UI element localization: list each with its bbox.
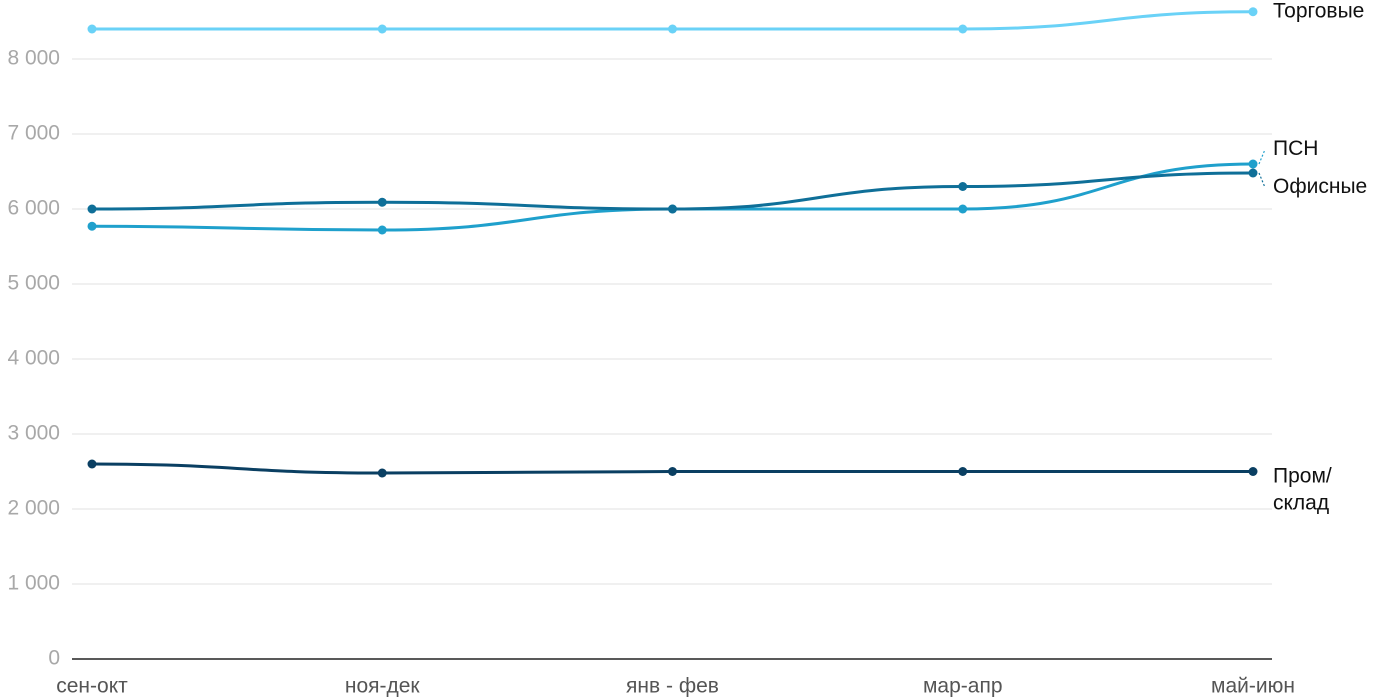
- y-tick-label: 1 000: [7, 572, 60, 595]
- y-tick-label: 7 000: [7, 122, 60, 145]
- data-point: [958, 467, 968, 476]
- data-point: [1248, 7, 1258, 17]
- data-point: [1248, 467, 1258, 476]
- data-point: [87, 221, 97, 231]
- x-tick-label: май-июн: [1211, 675, 1295, 698]
- legend-label: Пром/склад: [1273, 464, 1332, 514]
- data-point: [87, 24, 97, 34]
- x-tick-label: сен-окт: [56, 675, 128, 698]
- y-tick-label: 5 000: [7, 272, 60, 295]
- data-point: [668, 467, 677, 476]
- leader-line: [1258, 172, 1266, 188]
- y-tick-label: 6 000: [7, 197, 60, 220]
- data-point: [87, 204, 97, 214]
- y-tick-label: 2 000: [7, 497, 60, 520]
- data-point: [377, 225, 387, 235]
- series-line: [91, 162, 1254, 232]
- data-point: [377, 197, 387, 207]
- data-point: [377, 468, 387, 478]
- y-tick-label: 3 000: [7, 422, 60, 445]
- x-tick-label: мар-апр: [923, 675, 1003, 698]
- data-point: [1248, 168, 1258, 178]
- y-tick-label: 8 000: [7, 47, 60, 70]
- data-point: [668, 204, 677, 214]
- data-point: [668, 24, 677, 34]
- data-point: [377, 24, 387, 34]
- y-tick-label: 0: [48, 647, 60, 670]
- legend-label: Торговые: [1273, 0, 1364, 22]
- legend-label: ПСН: [1273, 137, 1318, 160]
- data-point: [1248, 159, 1258, 169]
- y-tick-label: 4 000: [7, 347, 60, 370]
- data-point: [87, 459, 97, 469]
- x-tick-label: янв - фев: [626, 675, 719, 698]
- x-tick-label: ноя-дек: [345, 675, 421, 698]
- data-point: [958, 182, 968, 191]
- data-point: [958, 24, 968, 34]
- data-point: [958, 204, 968, 214]
- series-line: [91, 171, 1254, 211]
- legend-label: Офисные: [1273, 175, 1367, 198]
- leader-line: [1258, 149, 1266, 165]
